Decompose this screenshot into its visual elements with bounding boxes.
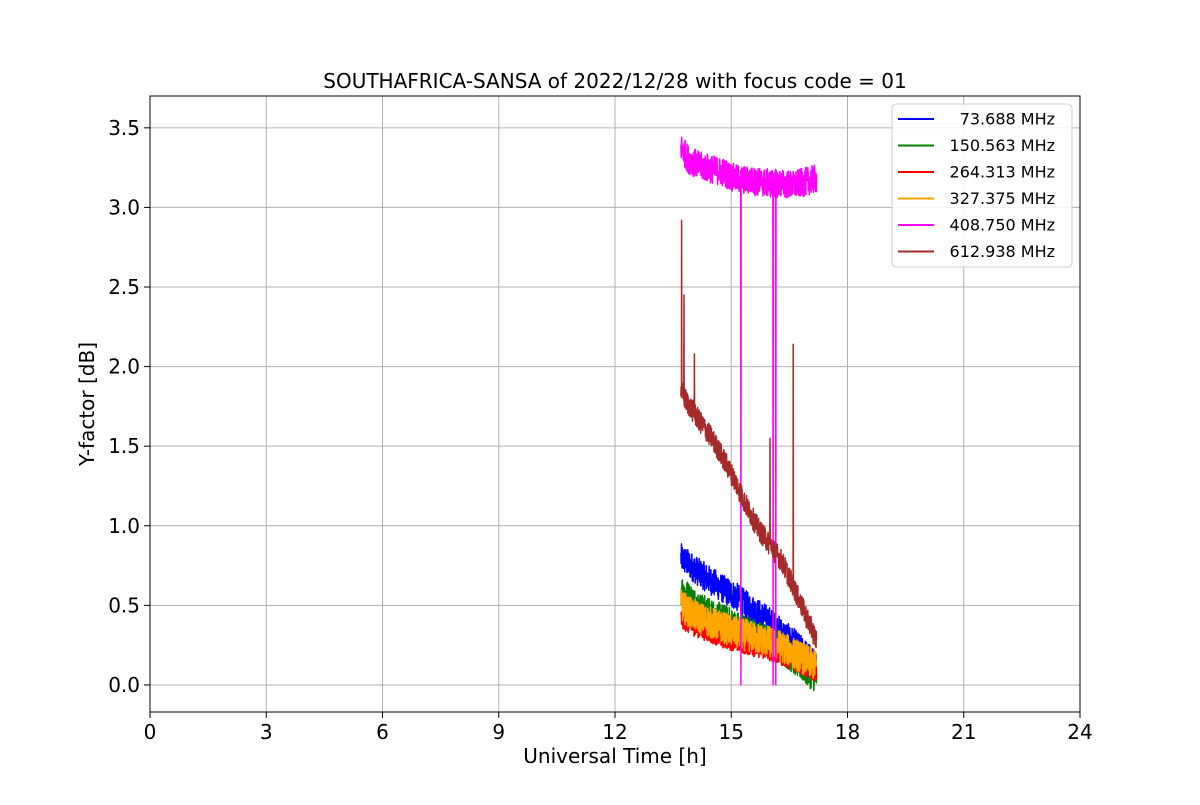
legend-label: 73.688 MHz <box>960 110 1055 129</box>
series-layer <box>680 136 818 692</box>
x-tick-label: 15 <box>719 720 744 744</box>
y-tick-label: 1.0 <box>108 514 140 538</box>
x-tick-label: 24 <box>1067 720 1092 744</box>
legend-label: 150.563 MHz <box>950 136 1055 155</box>
y-tick-label: 0.5 <box>108 593 140 617</box>
y-axis-ticks: 0.0 0.5 1.0 1.5 2.0 2.5 3.0 3.5 <box>108 116 150 697</box>
x-tick-label: 18 <box>835 720 860 744</box>
x-tick-label: 6 <box>376 720 389 744</box>
y-tick-label: 1.5 <box>108 434 140 458</box>
y-tick-label: 2.0 <box>108 355 140 379</box>
series-line-3 <box>680 589 818 680</box>
y-tick-label: 0.0 <box>108 673 140 697</box>
x-axis-label: Universal Time [h] <box>523 744 706 768</box>
chart-title: SOUTHAFRICA-SANSA of 2022/12/28 with foc… <box>323 69 907 93</box>
x-tick-label: 21 <box>951 720 976 744</box>
x-tick-label: 12 <box>602 720 627 744</box>
legend: 73.688 MHz 150.563 MHz 264.313 MHz 327.375 … <box>891 103 1073 268</box>
y-tick-label: 3.0 <box>108 195 140 219</box>
legend-label: 264.313 MHz <box>950 163 1055 182</box>
legend-items: 73.688 MHz 150.563 MHz 264.313 MHz 327.375 … <box>898 110 1055 261</box>
y-tick-label: 2.5 <box>108 275 140 299</box>
y-tick-label: 3.5 <box>108 116 140 140</box>
legend-box <box>891 103 1073 268</box>
series-line-4 <box>680 136 818 686</box>
legend-label: 612.938 MHz <box>950 242 1055 261</box>
x-tick-label: 0 <box>144 720 157 744</box>
series-line-5 <box>680 219 818 649</box>
x-tick-label: 9 <box>492 720 505 744</box>
y-axis-label: Y-factor [dB] <box>75 342 99 467</box>
x-axis-ticks: 0 3 6 9 12 15 18 21 24 <box>144 712 1093 744</box>
legend-label: 408.750 MHz <box>950 216 1055 235</box>
legend-label: 327.375 MHz <box>950 189 1055 208</box>
x-tick-label: 3 <box>260 720 273 744</box>
